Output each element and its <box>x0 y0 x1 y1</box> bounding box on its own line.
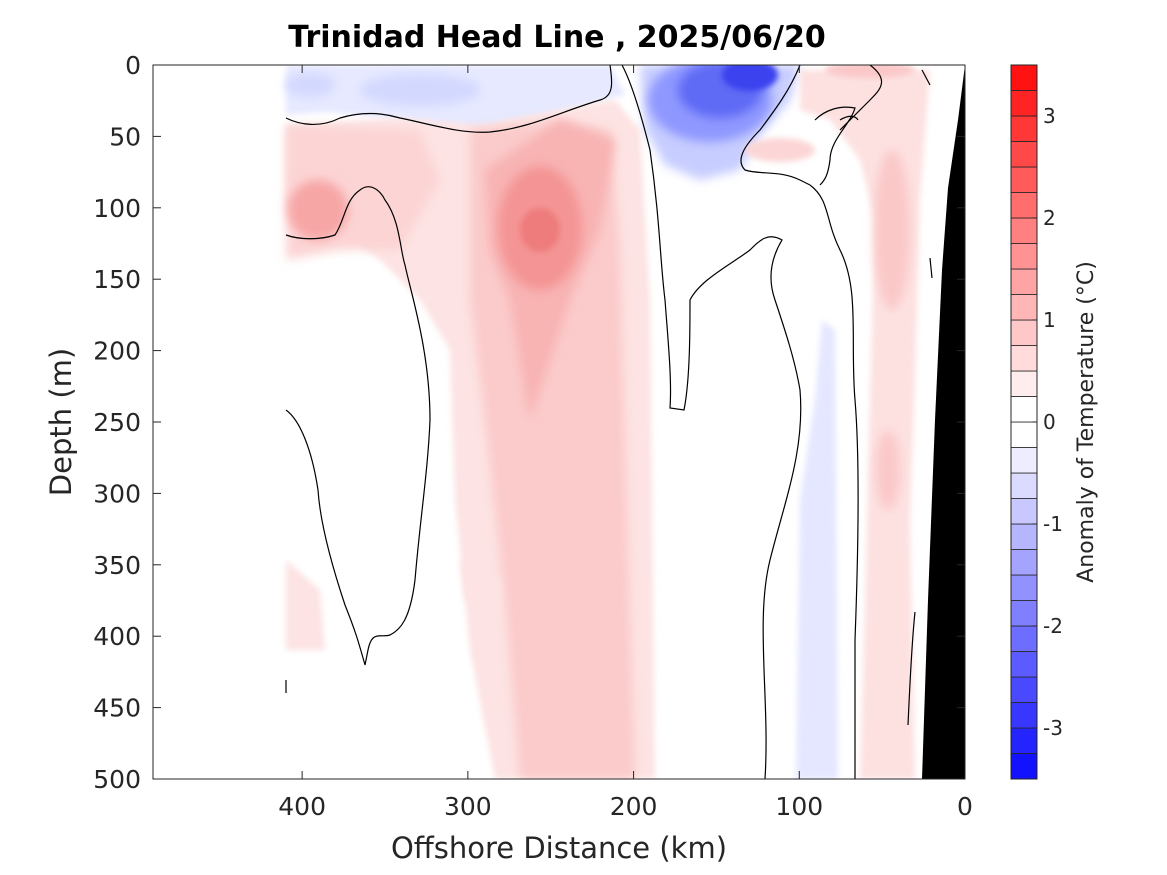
colorbar-step <box>1010 319 1038 346</box>
colorbar-tick-label: -2 <box>1043 614 1063 638</box>
colorbar-step <box>1010 396 1038 423</box>
colorbar-step <box>1010 702 1038 729</box>
y-tick-label: 250 <box>93 408 141 437</box>
bathymetry-shelf <box>922 65 965 779</box>
colorbar-step <box>1010 523 1038 550</box>
colorbar-tick-label: 2 <box>1043 206 1056 230</box>
colorbar-step <box>1010 651 1038 678</box>
colorbar-step <box>1010 345 1038 372</box>
colorbar-tick-label: -3 <box>1043 716 1063 740</box>
colorbar: 3 2 1 0 -1 -2 -3 <box>1010 64 1063 780</box>
colorbar-step <box>1010 90 1038 117</box>
x-tick-label: 400 <box>278 792 326 821</box>
colorbar-tick-label: 3 <box>1043 104 1056 128</box>
colorbar-tick-label: -1 <box>1043 512 1063 536</box>
colorbar-tick-label: 0 <box>1043 410 1056 434</box>
warm-nearshore-core <box>874 150 910 310</box>
x-tick-label: 0 <box>957 792 973 821</box>
anomaly-field <box>285 65 965 779</box>
warm-offshore-deep <box>286 560 325 650</box>
warm-core-max <box>520 208 560 252</box>
warm-offshore-deep <box>460 560 500 620</box>
colorbar-step <box>1010 421 1038 448</box>
colorbar-label: Anomaly of Temperature (°C) <box>1074 261 1099 583</box>
colorbar-step <box>1010 625 1038 652</box>
colorbar-step <box>1010 64 1038 91</box>
colorbar-step <box>1010 115 1038 142</box>
colorbar-step <box>1010 447 1038 474</box>
x-axis: 400 300 200 100 0 <box>278 65 973 821</box>
colorbar-step <box>1010 370 1038 397</box>
chart-title: Trinidad Head Line , 2025/06/20 <box>288 20 825 55</box>
colorbar-step <box>1010 166 1038 193</box>
colorbar-step <box>1010 268 1038 295</box>
colorbar-step <box>1010 243 1038 270</box>
y-tick-label: 450 <box>93 694 141 723</box>
y-tick-label: 150 <box>93 265 141 294</box>
colorbar-step <box>1010 141 1038 168</box>
x-tick-label: 300 <box>444 792 492 821</box>
y-tick-label: 50 <box>109 122 141 151</box>
colorbar-step <box>1010 574 1038 601</box>
colorbar-step <box>1010 676 1038 703</box>
y-tick-label: 300 <box>93 479 141 508</box>
cold-surface-patch <box>360 74 480 106</box>
y-tick-label: 0 <box>125 51 141 80</box>
y-tick-label: 200 <box>93 337 141 366</box>
warm-offshore-core <box>288 180 348 240</box>
warm-inshore-loop <box>745 138 815 162</box>
colorbar-step <box>1010 472 1038 499</box>
cold-surface-patch <box>285 73 335 97</box>
colorbar-step <box>1010 727 1038 754</box>
colorbar-step <box>1010 217 1038 244</box>
colorbar-step <box>1010 753 1038 780</box>
colorbar-step <box>1010 549 1038 576</box>
colorbar-step <box>1010 294 1038 321</box>
x-tick-label: 200 <box>610 792 658 821</box>
y-tick-label: 350 <box>93 551 141 580</box>
warm-nearshore-core <box>876 430 900 510</box>
x-axis-label: Offshore Distance (km) <box>391 831 727 865</box>
y-tick-label: 400 <box>93 622 141 651</box>
y-axis-label: Depth (m) <box>44 348 78 496</box>
colorbar-step <box>1010 600 1038 627</box>
zero-contours <box>285 65 933 779</box>
cold-core-max <box>722 65 778 91</box>
colorbar-step <box>1010 192 1038 219</box>
colorbar-step <box>1010 498 1038 525</box>
y-tick-label: 500 <box>93 765 141 794</box>
cold-nearshore-strip <box>796 320 838 779</box>
plot-area <box>152 64 966 780</box>
y-tick-label: 100 <box>93 194 141 223</box>
y-axis: 0 50 100 150 200 250 300 350 400 450 500 <box>93 51 965 794</box>
x-tick-label: 100 <box>775 792 823 821</box>
colorbar-tick-label: 1 <box>1043 308 1056 332</box>
warm-nearshore-surface <box>825 65 915 78</box>
